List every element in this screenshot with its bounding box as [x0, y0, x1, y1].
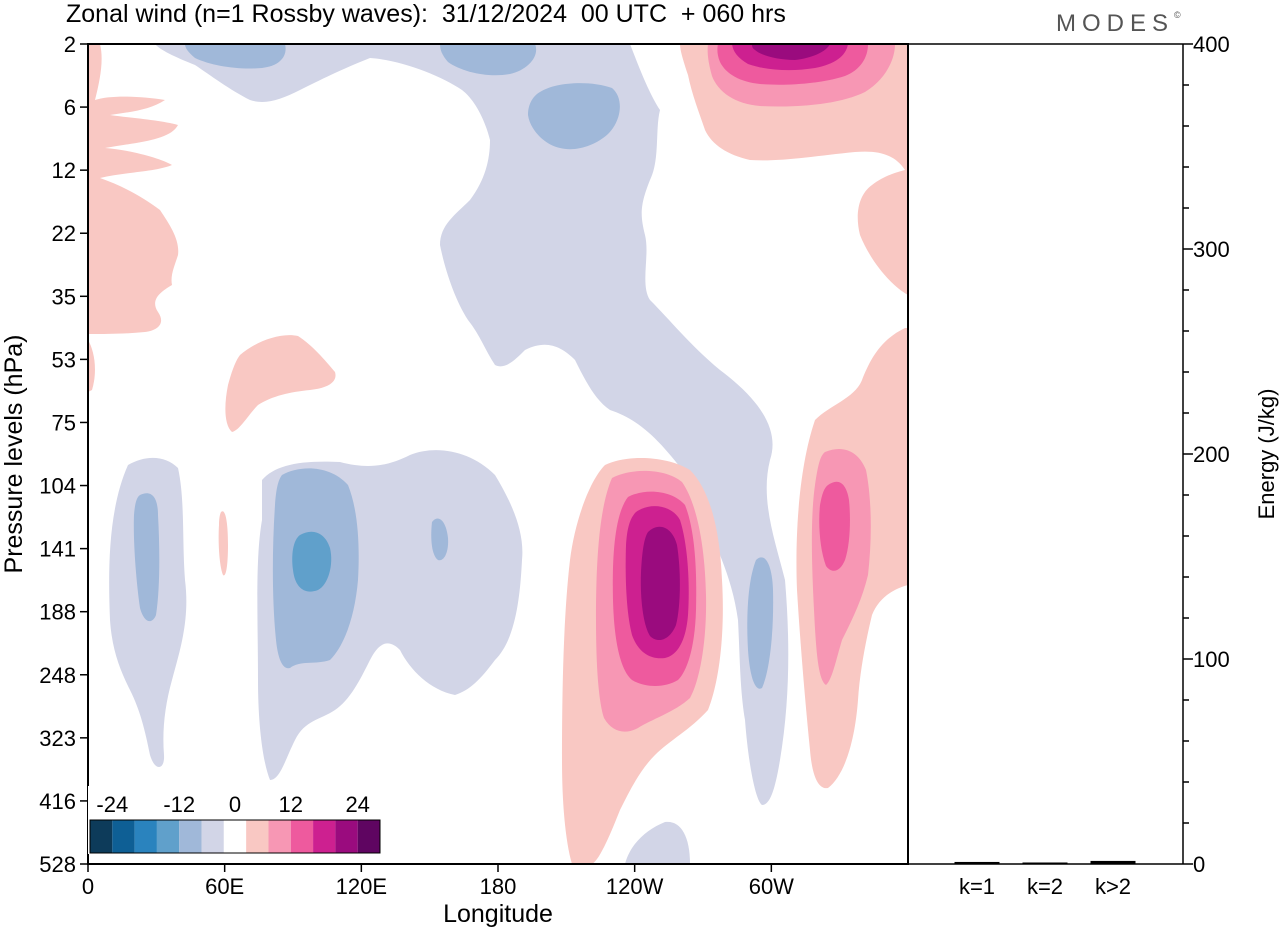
- copyright-mark: ©: [1174, 10, 1181, 20]
- y-tick-label: 22: [52, 221, 76, 246]
- y-axis-label: Pressure levels (hPa): [0, 335, 28, 574]
- y-tick-label: 528: [39, 852, 76, 877]
- energy-tick-label: 0: [1193, 852, 1205, 877]
- x-tick-label: 0: [82, 874, 94, 899]
- pressure-axis: 2 6 12 22 35 53 75 104 141 188 248 323 416 528: [39, 32, 88, 877]
- contour-neg-top-mid: [440, 44, 537, 76]
- x-tick-label: 120E: [336, 874, 387, 899]
- x-tick-label: 180: [480, 874, 517, 899]
- colorbar-swatch: [357, 820, 380, 853]
- contour-pos-midlevel: [225, 335, 336, 432]
- colorbar-swatch: [246, 820, 269, 853]
- chart-title: Zonal wind (n=1 Rossby waves): 31/12/202…: [66, 0, 786, 28]
- colorbar-swatch: [134, 820, 157, 853]
- y-tick-label: 2: [64, 32, 76, 57]
- x-tick-label: 60E: [205, 874, 244, 899]
- colorbar-swatch: [313, 820, 336, 853]
- energy-category-label: k>2: [1095, 874, 1131, 899]
- brand-text: MODES: [1056, 10, 1175, 37]
- energy-bar: [1090, 860, 1136, 864]
- contour-neg-top-sub: [528, 83, 620, 150]
- contour-neg-60w-core: [747, 557, 774, 689]
- colorbar-label: 0: [229, 792, 241, 817]
- colorbar-swatch: [156, 820, 180, 853]
- energy-tick-label: 300: [1193, 237, 1230, 262]
- y-tick-label: 416: [39, 789, 76, 814]
- contour-pos-12-60w: [819, 481, 850, 571]
- contour-neg-180-core: [431, 518, 449, 561]
- y-tick-label: 188: [39, 600, 76, 625]
- y-tick-label: 6: [64, 95, 76, 120]
- contour-pos-20-120w: [640, 526, 680, 641]
- energy-tick-label: 200: [1193, 442, 1230, 467]
- colorbar-label: 24: [345, 792, 369, 817]
- y-tick-label: 35: [52, 284, 76, 309]
- x-tick-label: 60W: [749, 874, 794, 899]
- contour-neg-16-core: [292, 531, 332, 592]
- contour-pos-upper-right: [680, 44, 908, 295]
- energy-bar: [1022, 862, 1068, 864]
- colorbar-swatch: [335, 820, 358, 853]
- colorbar-frame: [89, 819, 381, 854]
- x-axis-label: Longitude: [443, 900, 553, 928]
- contour-neg-upper-trough: [155, 44, 789, 805]
- contour-pos-left-edge-b: [88, 340, 95, 392]
- contour-pos-left-edge: [88, 44, 179, 334]
- energy-bar: [954, 861, 1000, 864]
- brand-logo: MODES©: [1056, 10, 1181, 38]
- contour-field: [88, 44, 908, 864]
- colorbar-label: 12: [279, 792, 303, 817]
- energy-bars: k=1 k=2 k>2: [954, 860, 1136, 899]
- y-tick-label: 323: [39, 726, 76, 751]
- colorbar-swatch: [90, 820, 113, 853]
- y-tick-label: 141: [39, 537, 76, 562]
- y-tick-label: 75: [52, 410, 76, 435]
- colorbar: -24 -12 0 12 24: [88, 786, 382, 854]
- energy-category-label: k=2: [1027, 874, 1063, 899]
- contour-neg-top-left: [185, 44, 286, 69]
- colorbar-swatch: [290, 820, 314, 853]
- energy-axis: 0 100 200 300 400: [1183, 32, 1230, 877]
- y-tick-label: 12: [52, 158, 76, 183]
- energy-axis-label: Energy (J/kg): [1254, 389, 1279, 520]
- longitude-axis: 0 60E 120E 180 120W 60W: [82, 864, 794, 899]
- colorbar-label: -24: [96, 792, 128, 817]
- energy-tick-label: 100: [1193, 647, 1230, 672]
- contour-pos-thin-strip: [218, 511, 228, 576]
- colorbar-label: -12: [163, 792, 195, 817]
- y-tick-label: 53: [52, 347, 76, 372]
- energy-category-label: k=1: [959, 874, 995, 899]
- contour-neg-bottom: [625, 821, 690, 864]
- colorbar-swatch: [112, 820, 135, 853]
- colorbar-swatch: [268, 820, 291, 853]
- x-tick-label: 120W: [606, 874, 664, 899]
- y-tick-label: 104: [39, 474, 76, 499]
- energy-tick-label: 400: [1193, 32, 1230, 57]
- y-tick-label: 248: [39, 663, 76, 688]
- colorbar-swatch: [179, 820, 202, 853]
- colorbar-swatch: [201, 820, 224, 853]
- colorbar-swatch: [223, 820, 247, 853]
- contour-neg-west-core: [133, 493, 160, 622]
- contour-pos-20-top: [752, 44, 830, 60]
